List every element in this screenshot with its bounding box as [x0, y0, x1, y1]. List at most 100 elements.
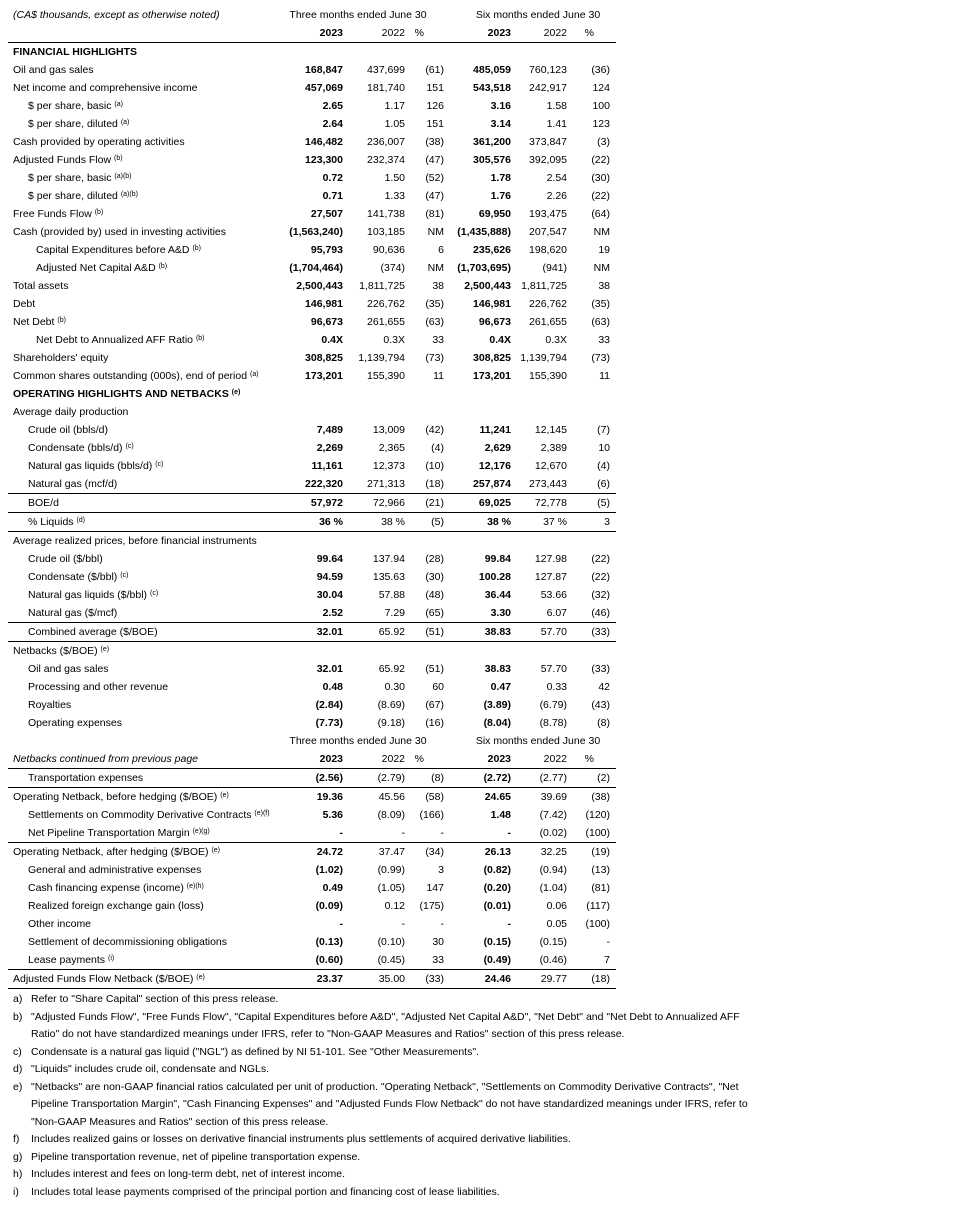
cell-value: 60: [432, 681, 444, 693]
footnote-ref: (a): [114, 101, 123, 108]
row-label-text: Condensate (bbls/d): [28, 442, 123, 454]
header2-year-2022-q: 2022: [381, 753, 405, 765]
table-header-years-2: Netbacks continued from previous page 20…: [8, 750, 616, 769]
table-row: Adjusted Funds Flow (b) 123,300 232,374 (47…: [8, 151, 616, 169]
cell-value: 2,389: [540, 442, 567, 454]
footnotes: a) Refer to "Share Capital" section of th…: [13, 991, 753, 1201]
row-label-text: Netbacks ($/BOE): [13, 645, 98, 657]
cell-value: 232,374: [367, 154, 405, 166]
cell-value: (3): [597, 136, 610, 148]
cell-value: (0.20): [483, 882, 511, 894]
cell-value: 37 %: [543, 516, 567, 528]
table-row: Shareholders' equity 308,825 1,139,794 (73)…: [8, 349, 616, 367]
cell-value: (51): [425, 663, 444, 675]
cell-value: 1.76: [490, 190, 511, 202]
cell-value: (0.15): [539, 936, 567, 948]
row-label-text: $ per share, diluted: [28, 118, 118, 130]
row-label: Settlements on Commodity Derivative Cont…: [28, 806, 270, 824]
cell-value: -: [339, 918, 344, 930]
row-label-text: Operating Netback, before hedging ($/BOE…: [13, 791, 218, 803]
cell-value: (8.69): [377, 699, 405, 711]
cell-value: 168,847: [305, 64, 343, 76]
cell-value: 0.49: [322, 882, 343, 894]
cell-value: 11,241: [479, 424, 511, 436]
table-body-2: Transportation expenses (2.56) (2.79) (8) (2…: [8, 769, 616, 989]
footnote-ref: (e)(h): [186, 883, 204, 890]
cell-value: 100: [592, 100, 610, 112]
cell-value: (100): [585, 918, 610, 930]
row-label: Average realized prices, before financia…: [13, 532, 257, 550]
cell-value: (166): [419, 809, 444, 821]
cell-value: 373,847: [529, 136, 567, 148]
cell-value: 2.64: [322, 118, 343, 130]
cell-value: 146,482: [305, 136, 343, 148]
footnote-ref: (e): [231, 389, 241, 396]
row-label-text: Processing and other revenue: [28, 681, 169, 693]
cell-value: 57,972: [310, 497, 343, 509]
cell-value: (28): [425, 553, 444, 565]
footnote-ref: (d): [76, 517, 86, 524]
row-label-text: Operating expenses: [28, 717, 122, 729]
cell-value: (81): [591, 882, 610, 894]
cell-value: 257,874: [473, 478, 511, 490]
cell-value: (1,435,888): [457, 226, 511, 238]
table-row: Other income - - - - 0.05 (100): [8, 915, 616, 933]
row-label: Capital Expenditures before A&D (b): [36, 241, 201, 259]
cell-value: 155,390: [367, 370, 405, 382]
unit-note: (CA$ thousands, except as otherwise note…: [13, 9, 220, 21]
header-year-2023-h: 2023: [487, 27, 511, 39]
cell-value: 99.84: [484, 553, 511, 565]
row-label-text: Condensate ($/bbl): [28, 571, 118, 583]
cell-value: NM: [593, 226, 610, 238]
header2-year-2023-h: 2023: [487, 753, 511, 765]
row-label-text: Average realized prices, before financia…: [13, 535, 257, 547]
footnote-ref: (c): [125, 443, 134, 450]
cell-value: -: [440, 827, 445, 839]
cell-value: 7: [604, 954, 610, 966]
cell-value: (47): [425, 154, 444, 166]
cell-value: 226,762: [529, 298, 567, 310]
table-row: General and administrative expenses (1.02…: [8, 861, 616, 879]
cell-value: (0.99): [377, 864, 405, 876]
row-label: % Liquids (d): [28, 513, 85, 531]
cell-value: (38): [425, 136, 444, 148]
cell-value: 27,507: [310, 208, 343, 220]
cell-value: (0.46): [539, 954, 567, 966]
row-label: FINANCIAL HIGHLIGHTS: [13, 43, 137, 61]
cell-value: 33: [598, 334, 610, 346]
table-row: Condensate (bbls/d) (c) 2,269 2,365 (4) 2,62…: [8, 439, 616, 457]
footnote-item: g) Pipeline transportation revenue, net o…: [13, 1149, 753, 1167]
row-label-text: Adjusted Funds Flow: [13, 154, 112, 166]
footnote-text: Includes realized gains or losses on der…: [31, 1133, 571, 1145]
table-row: Net income and comprehensive income 457,0…: [8, 79, 616, 97]
row-label: Cash (provided by) used in investing act…: [13, 223, 226, 241]
header-pct-q: %: [414, 27, 424, 39]
table-row: Settlement of decommissioning obligation…: [8, 933, 616, 951]
row-label-text: Net Debt: [13, 316, 55, 328]
cell-value: 0.4X: [489, 334, 511, 346]
cell-value: 12,373: [372, 460, 405, 472]
row-label-text: Settlements on Commodity Derivative Cont…: [28, 809, 252, 821]
cell-value: (6): [597, 478, 610, 490]
cell-value: 45.56: [378, 791, 405, 803]
row-label: Operating Netback, before hedging ($/BOE…: [13, 788, 229, 806]
cell-value: (0.49): [483, 954, 511, 966]
header2-year-2022-h: 2022: [543, 753, 567, 765]
row-label: Adjusted Funds Flow Netback ($/BOE) (e): [13, 970, 205, 988]
cell-value: (63): [425, 316, 444, 328]
cell-value: (0.10): [377, 936, 405, 948]
cell-value: (9.18): [377, 717, 405, 729]
cell-value: (19): [591, 846, 610, 858]
footnote-ref: (b): [195, 335, 205, 342]
row-label: OPERATING HIGHLIGHTS AND NETBACKS (e): [13, 385, 240, 403]
cell-value: 0.48: [322, 681, 343, 693]
table-row: $ per share, diluted (a)(b) 0.71 1.33 (47) 1…: [8, 187, 616, 205]
row-label-text: % Liquids: [28, 516, 74, 528]
row-label-text: Adjusted Funds Flow Netback ($/BOE): [13, 973, 194, 985]
cell-value: 361,200: [473, 136, 511, 148]
cell-value: 0.05: [546, 918, 567, 930]
footnote-letter: a): [13, 993, 23, 1005]
cell-value: 2.52: [322, 607, 343, 619]
cell-value: (100): [585, 827, 610, 839]
cell-value: 126: [426, 100, 444, 112]
